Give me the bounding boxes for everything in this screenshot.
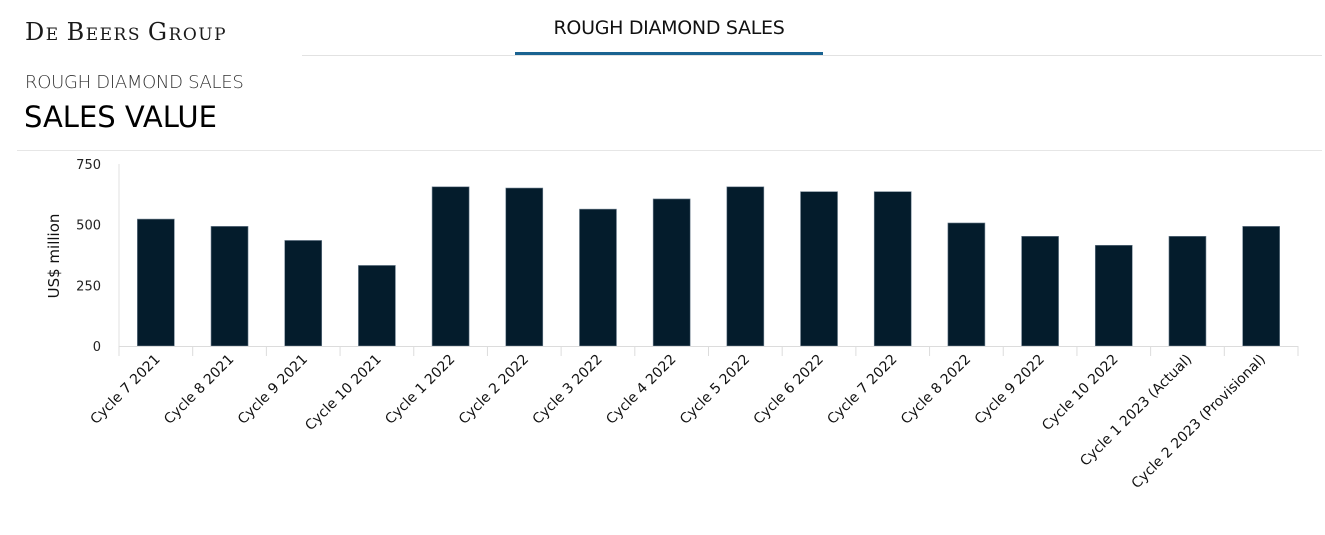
- page-subtitle: ROUGH DIAMOND SALES: [25, 72, 244, 93]
- y-tick-label: 250: [76, 279, 101, 294]
- logo-letter: E: [45, 25, 67, 45]
- x-category-label: Cycle 10 2021: [302, 352, 384, 434]
- tab-rough-diamond-sales[interactable]: ROUGH DIAMOND SALES: [515, 14, 823, 55]
- y-tick-label: 500: [76, 219, 101, 234]
- logo-letter: D: [25, 18, 46, 46]
- bar[interactable]: Cycle 5 2022: 656: [726, 186, 765, 347]
- bar[interactable]: Cycle 2 2023 (Provisional): 493: [1242, 226, 1280, 347]
- bar[interactable]: Cycle 1 2023 (Actual): 452: [1168, 236, 1207, 347]
- bar[interactable]: Cycle 7 2022: 636: [873, 191, 912, 347]
- bar[interactable]: Cycle 8 2022: 507: [947, 222, 986, 347]
- bar[interactable]: Cycle 8 2021: 493: [210, 226, 249, 347]
- bar[interactable]: Cycle 6 2022: 636: [800, 191, 838, 347]
- bar[interactable]: Cycle 2 2022: 651: [505, 187, 544, 347]
- page-title: SALES VALUE: [24, 100, 217, 134]
- x-category-label: Cycle 9 2022: [972, 352, 1048, 428]
- x-category-label: Cycle 7 2022: [824, 352, 900, 428]
- logo-letter: ROUP: [168, 25, 228, 45]
- x-category-label: Cycle 2 2023 (Provisional): [1129, 352, 1269, 492]
- x-category-label: Cycle 2 2022: [456, 352, 532, 428]
- active-tab-indicator: [515, 52, 823, 55]
- x-category-label: Cycle 5 2022: [677, 352, 753, 428]
- bar[interactable]: Cycle 9 2021: 435: [284, 240, 323, 347]
- x-axis-ticks: [118, 346, 1299, 356]
- bar[interactable]: Cycle 10 2022: 415: [1094, 244, 1133, 347]
- x-category-label: Cycle 6 2022: [751, 352, 827, 428]
- logo-letter: EERS: [85, 25, 148, 45]
- x-category-label: Cycle 4 2022: [603, 352, 679, 428]
- header-divider: [302, 55, 1322, 56]
- x-category-label: Cycle 7 2021: [88, 352, 164, 428]
- bar[interactable]: Cycle 3 2022: 564: [579, 208, 617, 347]
- bar[interactable]: Cycle 1 2022: 656: [431, 186, 470, 347]
- y-tick-label: 750: [76, 158, 101, 173]
- y-tick-label: 0: [93, 340, 101, 355]
- x-category-label: Cycle 8 2021: [161, 352, 237, 428]
- bar[interactable]: Cycle 10 2021: 332: [358, 265, 396, 347]
- x-category-label: Cycle 1 2022: [382, 352, 458, 428]
- y-axis-label: US$ million: [45, 214, 63, 299]
- bars: Cycle 7 2021: 523 Cycle 8 2021: 493 Cycle …: [137, 186, 1280, 347]
- x-category-label: Cycle 9 2021: [235, 352, 311, 428]
- bar[interactable]: Cycle 4 2022: 606: [652, 198, 691, 347]
- tab-label: ROUGH DIAMOND SALES: [553, 17, 785, 39]
- bar[interactable]: Cycle 7 2021: 523: [137, 218, 175, 347]
- logo-letter: B: [66, 18, 86, 46]
- y-axis-ticks: 0 250 500 750: [76, 158, 101, 355]
- logo-letter: G: [147, 18, 169, 46]
- bar[interactable]: Cycle 9 2022: 452: [1021, 236, 1059, 347]
- de-beers-group-logo[interactable]: DE BEERS GROUP: [25, 18, 227, 46]
- title-divider: [17, 150, 1322, 151]
- x-category-label: Cycle 3 2022: [530, 352, 606, 428]
- x-category-label: Cycle 8 2022: [898, 352, 974, 428]
- x-category-label: Cycle 10 2022: [1039, 352, 1121, 434]
